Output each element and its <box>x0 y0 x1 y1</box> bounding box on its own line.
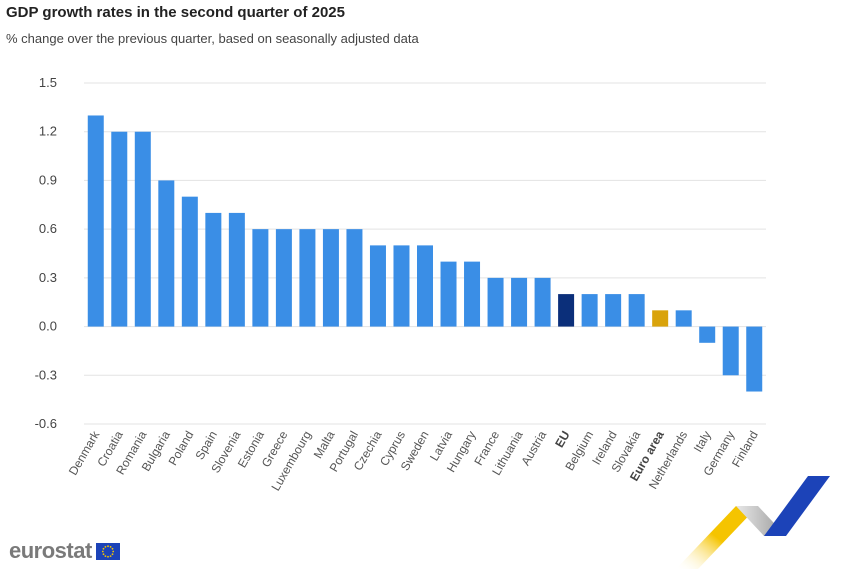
bar[interactable] <box>722 326 739 376</box>
bar[interactable] <box>581 294 598 327</box>
y-tick-label: 1.2 <box>39 124 57 139</box>
y-tick-label: 0.9 <box>39 172 57 187</box>
bar[interactable] <box>628 294 645 327</box>
bar[interactable] <box>652 310 669 327</box>
decorative-chevron-graphic <box>676 476 830 569</box>
bar[interactable] <box>252 229 269 327</box>
chart-title: GDP growth rates in the second quarter o… <box>6 4 345 21</box>
logo-text: eurostat <box>9 538 92 563</box>
y-tick-label: 0.0 <box>39 319 57 334</box>
bar[interactable] <box>675 310 692 327</box>
bar[interactable] <box>699 326 716 343</box>
chart-subtitle: % change over the previous quarter, base… <box>6 31 419 46</box>
x-tick-label: EU <box>552 429 572 450</box>
bar[interactable] <box>534 277 551 327</box>
bar[interactable] <box>205 212 222 327</box>
bar[interactable] <box>299 229 316 327</box>
x-axis-ticks: DenmarkCroatiaRomaniaBulgariaPolandSpain… <box>66 428 761 494</box>
eurostat-logo: eurostat <box>9 538 120 564</box>
bars <box>87 115 763 392</box>
bar[interactable] <box>158 180 175 327</box>
x-tick-label: Denmark <box>66 428 103 478</box>
grid-lines <box>84 82 766 425</box>
y-axis-ticks: 1.5 1.2 0.9 0.6 0.3 0.0 -0.3 -0.6 <box>35 75 57 431</box>
y-tick-label: -0.3 <box>35 367 57 382</box>
bar[interactable] <box>228 212 245 327</box>
bar[interactable] <box>275 229 292 327</box>
y-tick-label: 0.6 <box>39 221 57 236</box>
x-tick-label: Italy <box>691 429 714 455</box>
bar[interactable] <box>605 294 622 327</box>
bar[interactable] <box>134 131 151 327</box>
y-tick-label: 1.5 <box>39 75 57 90</box>
eu-flag-icon <box>95 542 120 560</box>
bar[interactable] <box>87 115 104 327</box>
y-tick-label: -0.6 <box>35 416 57 431</box>
bar[interactable] <box>346 229 363 327</box>
bar[interactable] <box>181 196 198 327</box>
bar[interactable] <box>464 261 481 327</box>
bar[interactable] <box>746 326 763 392</box>
y-tick-label: 0.3 <box>39 270 57 285</box>
bar[interactable] <box>511 277 528 327</box>
bar[interactable] <box>322 229 339 327</box>
bar[interactable] <box>111 131 128 327</box>
bar[interactable] <box>393 245 410 327</box>
bar[interactable] <box>369 245 386 327</box>
bar[interactable] <box>558 294 575 327</box>
bar[interactable] <box>487 277 504 327</box>
bar[interactable] <box>417 245 433 327</box>
bar[interactable] <box>440 261 457 327</box>
